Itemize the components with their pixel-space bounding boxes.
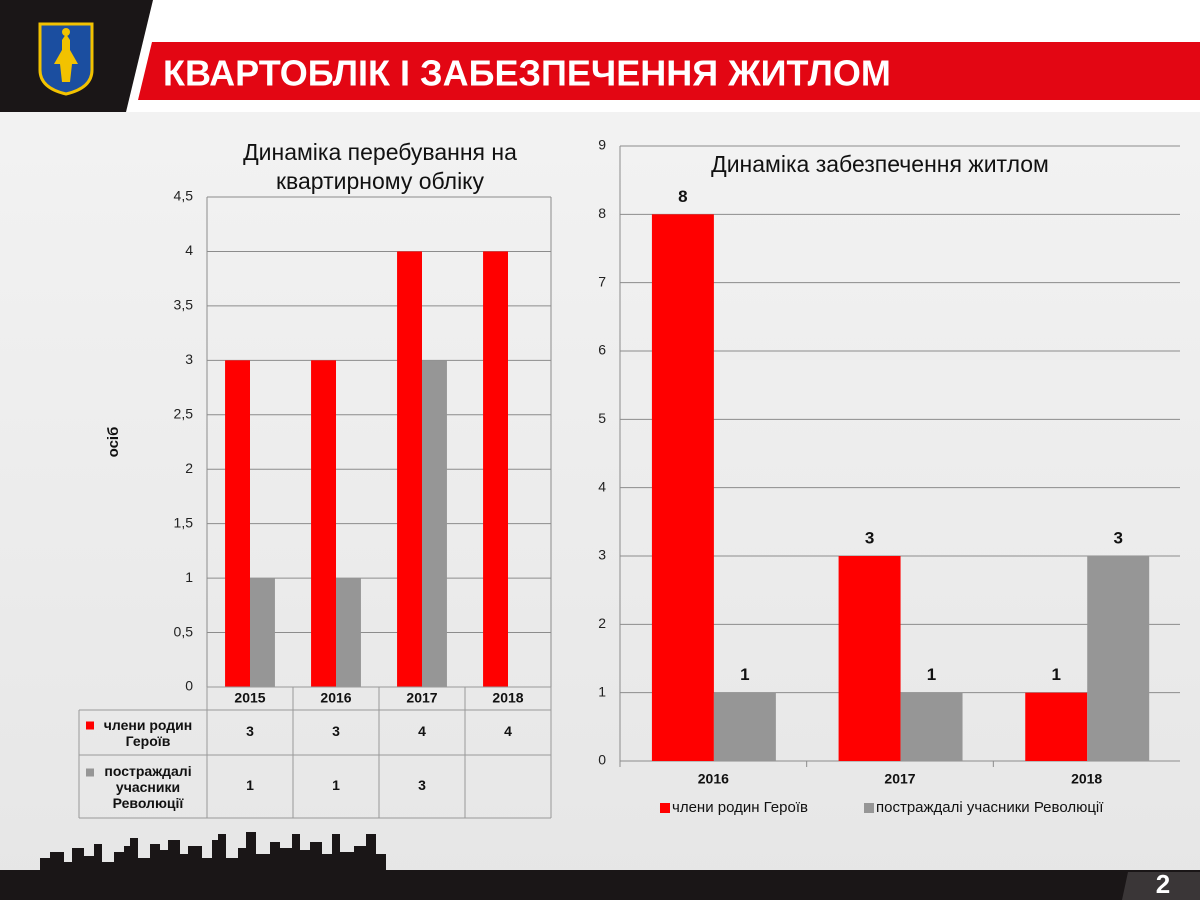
y-tick-label: 7: [598, 273, 606, 289]
data-label: 8: [678, 187, 687, 206]
data-label: 1: [740, 665, 749, 684]
bar: [651, 214, 714, 762]
chart-title: Динаміка перебування на квартирному облі…: [243, 139, 517, 194]
bar: [422, 360, 447, 687]
y-tick-label: 3: [598, 547, 606, 563]
x-tick-label: 2018: [1071, 771, 1102, 787]
x-tick-label: 2016: [320, 690, 351, 706]
legend-label: постраждалі учасники Революції: [104, 762, 192, 811]
table-value: 1: [332, 777, 340, 793]
data-label: 3: [1113, 528, 1122, 547]
bar: [713, 692, 776, 761]
data-label: 1: [1052, 665, 1061, 684]
footer-bar: [0, 870, 1200, 900]
x-tick-label: 2017: [406, 690, 437, 706]
x-tick-label: 2017: [884, 771, 915, 787]
y-tick-label: 3,5: [174, 297, 194, 313]
table-value: 3: [246, 723, 254, 739]
y-tick-label: 6: [598, 342, 606, 358]
y-tick-label: 0: [598, 752, 606, 768]
y-tick-label: 4,5: [174, 188, 194, 204]
x-tick-label: 2016: [698, 771, 729, 787]
table-value: 3: [332, 723, 340, 739]
bar: [838, 556, 901, 761]
bar: [250, 578, 275, 687]
y-tick-label: 4: [598, 478, 606, 494]
legend-swatch: [864, 803, 874, 813]
y-tick-label: 2: [598, 615, 606, 631]
data-label: 1: [927, 665, 936, 684]
x-tick-label: 2018: [492, 690, 523, 706]
y-tick-label: 2,5: [174, 405, 194, 421]
legend-label: члени родин Героїв: [672, 799, 808, 816]
y-tick-label: 0: [185, 678, 193, 694]
header-title: КВАРТОБЛІК І ЗАБЕЗПЕЧЕННЯ ЖИТЛОМ: [163, 53, 891, 94]
bar: [311, 360, 336, 687]
table-value: 4: [504, 723, 512, 739]
bar: [397, 251, 422, 687]
table-value: 3: [418, 777, 426, 793]
data-label: 3: [865, 528, 874, 547]
page-number: 2: [1156, 869, 1170, 899]
legend-label: члени родин Героїв: [103, 716, 193, 749]
y-tick-label: 0,5: [174, 623, 194, 639]
y-tick-label: 5: [598, 410, 606, 426]
y-tick-label: 9: [598, 137, 606, 153]
y-tick-label: 3: [185, 351, 193, 367]
table-value: 1: [246, 777, 254, 793]
header-red-band: [138, 42, 1200, 100]
chart-title-text: Динаміка забезпечення житлом: [711, 151, 1049, 177]
y-tick-label: 1,5: [174, 514, 194, 530]
legend-swatch: [86, 768, 94, 777]
legend-swatch: [660, 803, 670, 813]
y-tick-label: 2: [185, 460, 193, 476]
legend-swatch: [86, 721, 94, 730]
page-number-box: [1122, 872, 1200, 900]
y-tick-label: 4: [185, 242, 193, 258]
x-tick-label: 2015: [234, 690, 265, 706]
coat-of-arms: [38, 22, 94, 96]
y-axis-label: осіб: [105, 427, 122, 458]
bar: [900, 692, 963, 761]
bar: [336, 578, 361, 687]
legend-label: постраждалі учасники Революції: [876, 799, 1104, 816]
bar: [225, 360, 250, 687]
y-tick-label: 1: [185, 569, 193, 585]
skyline: [40, 832, 386, 870]
bar: [483, 251, 508, 687]
y-tick-label: 1: [598, 683, 606, 699]
bar: [1025, 692, 1088, 761]
y-tick-label: 8: [598, 205, 606, 221]
table-value: 4: [418, 723, 426, 739]
bar: [1087, 556, 1150, 761]
